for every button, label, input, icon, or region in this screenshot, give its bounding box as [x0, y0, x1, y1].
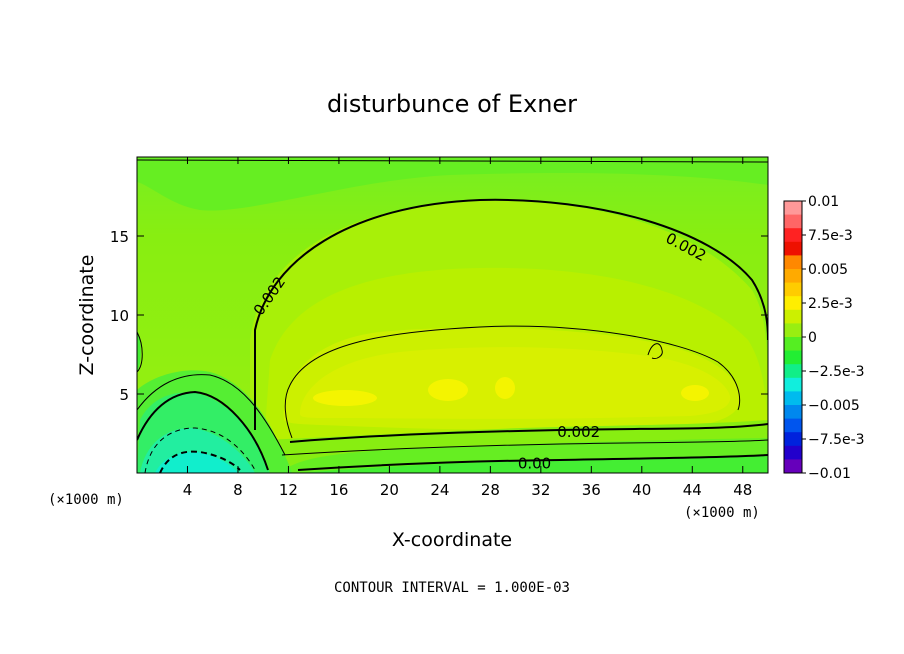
x-axis-ticks: 4 8 12 16 20 24 28 32 36 40 44 48 — [183, 157, 752, 499]
contour-neg-thin — [137, 374, 286, 456]
colorbar: 0.01 7.5e-3 0.005 2.5e-3 0 −2.5e-3 −0.005 −7.5e… — [783, 194, 865, 482]
x-axis-label: X-coordinate — [392, 529, 512, 551]
x-tick-label: 48 — [733, 481, 752, 499]
colorbar-swatch — [784, 296, 802, 311]
colorbar-swatch — [784, 391, 802, 406]
colorbar-tick-label: −7.5e-3 — [808, 432, 865, 448]
colorbar-tick-label: −0.01 — [808, 466, 851, 482]
contour-left-edge — [137, 331, 143, 373]
x-tick-label: 36 — [582, 481, 601, 499]
colorbar-swatch — [784, 309, 802, 324]
field-blob-3 — [495, 377, 515, 399]
colorbar-swatch — [784, 418, 802, 433]
colorbar-swatch — [784, 445, 802, 460]
contour-top — [137, 159, 768, 163]
x-tick-label: 4 — [183, 481, 193, 499]
field-top-band — [137, 157, 768, 211]
colorbar-swatch — [784, 269, 802, 284]
y-tick-label: 10 — [110, 307, 129, 325]
colorbar-tick-label: 0 — [808, 330, 817, 346]
colorbar-tick-label: 0.005 — [808, 262, 848, 278]
colorbar-swatch — [784, 350, 802, 365]
colorbar-swatch — [784, 377, 802, 392]
contour-label: 0.002 — [557, 423, 600, 441]
x-tick-label: 20 — [380, 481, 399, 499]
x-tick-label: 32 — [531, 481, 550, 499]
colorbar-swatch — [784, 405, 802, 420]
colorbar-swatch — [784, 241, 802, 256]
field-blob-1 — [313, 390, 377, 406]
colorbar-swatch — [784, 337, 802, 352]
contour-interval-note: CONTOUR INTERVAL = 1.000E-03 — [334, 580, 570, 596]
contour-neg-dashed-2 — [159, 450, 241, 473]
contour-neg-solid — [137, 390, 269, 471]
colorbar-swatch — [784, 214, 802, 229]
y-axis-ticks: 5 10 15 — [110, 228, 768, 404]
contour-neg-dashed-1 — [144, 427, 256, 473]
colorbar-swatch — [784, 255, 802, 270]
colorbar-tick-label: −0.005 — [808, 398, 860, 414]
field-blob-4 — [681, 385, 709, 401]
colorbar-swatch — [784, 201, 802, 216]
contour-003-dome — [284, 325, 741, 439]
x-tick-label: 44 — [683, 481, 702, 499]
contour-000-lower — [297, 454, 768, 471]
x-unit-right: (×1000 m) — [684, 505, 760, 521]
contour-002-lower — [289, 423, 768, 443]
x-tick-label: 24 — [430, 481, 449, 499]
field-ground-band-3 — [300, 456, 768, 473]
field-blob-2 — [428, 379, 468, 401]
colorbar-tick-label: 7.5e-3 — [808, 228, 853, 244]
y-tick-label: 15 — [110, 228, 129, 246]
x-tick-label: 28 — [481, 481, 500, 499]
field-left-edge — [137, 330, 141, 372]
field-neg-core — [155, 451, 238, 473]
contour-002-dome — [254, 198, 768, 430]
colorbar-swatch — [784, 459, 802, 474]
contour-001-lower — [281, 439, 768, 456]
colorbar-tick-label: 0.01 — [808, 194, 839, 210]
contour-small-feature — [647, 343, 663, 359]
x-unit-left: (×1000 m) — [48, 492, 124, 508]
colorbar-swatch — [784, 432, 802, 447]
y-axis-label: Z-coordinate — [76, 255, 98, 376]
field-dome-core — [300, 347, 731, 419]
x-tick-label: 12 — [279, 481, 298, 499]
colorbar-swatch — [784, 323, 802, 338]
x-tick-label: 8 — [233, 481, 243, 499]
colorbar-swatch — [784, 282, 802, 297]
chart-title: disturbunce of Exner — [327, 90, 577, 118]
colorbar-tick-label: 2.5e-3 — [808, 296, 853, 312]
x-tick-label: 40 — [632, 481, 651, 499]
contour-label: 0.00 — [518, 455, 551, 473]
colorbar-tick-label: −2.5e-3 — [808, 364, 865, 380]
x-tick-label: 16 — [329, 481, 348, 499]
colorbar-swatch — [784, 364, 802, 379]
colorbar-swatch — [784, 228, 802, 243]
y-tick-label: 5 — [119, 386, 129, 404]
